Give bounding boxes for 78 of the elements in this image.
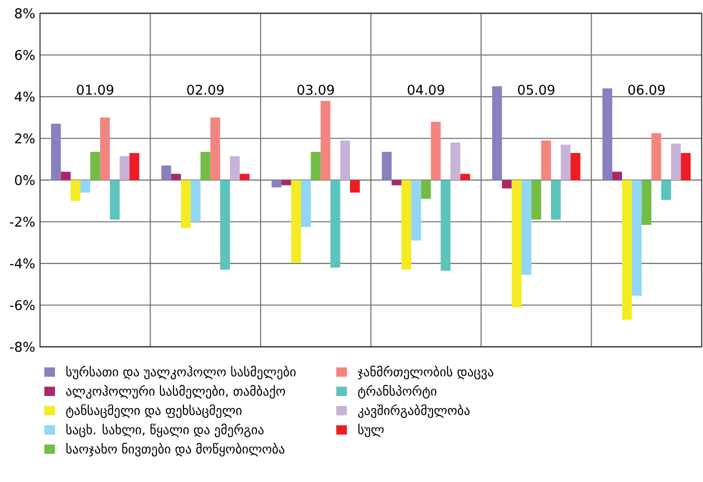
bar: [350, 180, 360, 193]
bar: [421, 180, 431, 200]
x-tick-label: 05.09: [518, 84, 554, 96]
x-tick-label: 06.09: [628, 84, 665, 96]
x-tick-label: 03.09: [297, 84, 334, 96]
bar: [340, 140, 350, 180]
bar: [560, 144, 571, 180]
bar: [492, 86, 502, 180]
bar: [80, 180, 90, 193]
bar: [320, 101, 330, 180]
bar: [220, 180, 230, 270]
legend-label: კავშირგაბმულობა: [358, 404, 470, 418]
bar: [70, 180, 80, 202]
legend-label: საოჯახო ნივთები და მოწყობილობა: [66, 443, 284, 457]
bar: [502, 180, 512, 189]
y-tick-label: -8%: [10, 342, 35, 352]
bar: [190, 180, 201, 222]
bar: [281, 180, 292, 186]
y-tick-label: 0%: [15, 175, 35, 186]
bar: [291, 180, 302, 263]
legend-label: ჯანმრთელობის დაცვა: [358, 366, 494, 380]
bar: [550, 180, 561, 220]
bar: [240, 174, 250, 180]
bar: [171, 174, 181, 180]
bar: [680, 153, 691, 180]
x-tick-label: 02.09: [187, 84, 224, 96]
bar: [100, 118, 110, 180]
legend-label: სურსათი და უალკოჰოლო სასმელები: [66, 366, 296, 380]
bar: [330, 180, 340, 268]
bar: [440, 180, 450, 271]
bar: [230, 156, 240, 180]
bar: [120, 156, 130, 180]
y-tick-label: -2%: [10, 216, 35, 228]
bar: [161, 166, 172, 180]
legend-label: ალკოჰოლური სასმელები, თამბაქო: [66, 385, 286, 399]
bar: [411, 180, 422, 241]
bar: [129, 153, 140, 180]
bar: [301, 180, 311, 228]
legend-label: საცხ. სახლი, წყალი და ემერგია: [66, 424, 264, 438]
bar: [401, 180, 412, 270]
y-tick-label: 8%: [15, 8, 35, 19]
bar: [661, 180, 672, 200]
y-tick-label: 4%: [14, 92, 35, 102]
bar: [210, 118, 220, 180]
legend-label: ტანსაცმელი და ფეხსაცმელი: [66, 404, 242, 418]
bar: [460, 174, 470, 180]
bar: [450, 142, 460, 180]
x-tick-label: 01.09: [76, 84, 114, 96]
y-tick-label: 6%: [15, 50, 35, 60]
bar: [531, 180, 542, 220]
bar: [110, 180, 120, 220]
bar: [642, 180, 652, 226]
y-tick-label: 2%: [15, 134, 35, 144]
bar: [602, 88, 612, 180]
bar: [200, 152, 210, 180]
bar: [60, 172, 71, 180]
bar: [310, 152, 321, 180]
legend-label: ტრანსპორტი: [358, 385, 436, 399]
bar: [632, 180, 642, 296]
y-tick-label: -4%: [10, 258, 35, 269]
bar: [671, 144, 681, 180]
bar: [612, 172, 622, 180]
bar: [180, 180, 191, 228]
bar: [512, 180, 522, 308]
bar: [622, 180, 632, 320]
bar: [90, 152, 100, 180]
y-tick-label: -6%: [10, 300, 35, 310]
bar: [522, 180, 532, 276]
bar: [570, 153, 580, 180]
x-tick-label: 04.09: [408, 84, 444, 96]
bar: [541, 140, 551, 180]
bar: [382, 152, 392, 180]
bar: [430, 122, 441, 180]
bar: [272, 180, 282, 188]
legend-label: სულ: [358, 424, 384, 438]
bar: [392, 180, 402, 186]
bar: [651, 133, 662, 180]
bar: [51, 124, 61, 180]
